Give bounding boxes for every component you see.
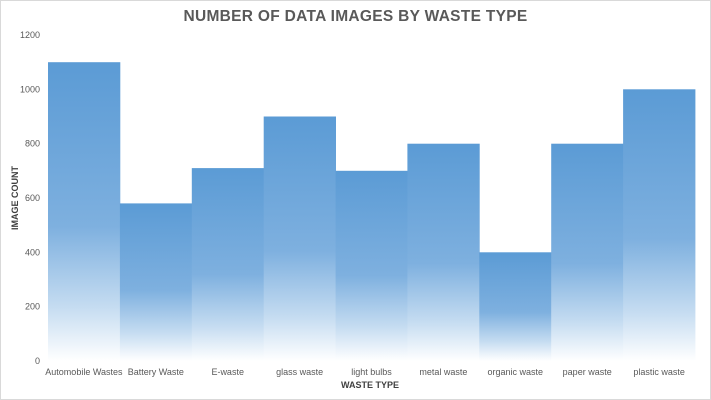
x-tick-label: glass waste bbox=[276, 367, 323, 377]
x-axis: Automobile Wastes Battery Waste E-waste gla… bbox=[45, 367, 685, 377]
bar-battery-waste bbox=[119, 203, 193, 361]
y-tick-label: 1000 bbox=[20, 84, 40, 94]
x-tick-label: metal waste bbox=[419, 367, 467, 377]
y-tick-label: 400 bbox=[25, 247, 40, 257]
bars-group bbox=[48, 62, 696, 362]
bar-e-waste bbox=[191, 168, 265, 361]
x-tick-label: paper waste bbox=[563, 367, 612, 377]
x-tick-label: plastic waste bbox=[633, 367, 685, 377]
x-tick-label: organic waste bbox=[488, 367, 544, 377]
bar-paper-waste bbox=[551, 143, 624, 361]
y-axis-title: IMAGE COUNT bbox=[10, 166, 20, 231]
bar-metal-waste bbox=[407, 143, 480, 361]
y-tick-label: 600 bbox=[25, 193, 40, 203]
x-axis-title: WASTE TYPE bbox=[341, 380, 399, 390]
bar-automobile-wastes bbox=[48, 62, 121, 361]
x-tick-label: E-waste bbox=[211, 367, 244, 377]
y-tick-label: 200 bbox=[25, 302, 40, 312]
bar-light-bulbs bbox=[335, 170, 408, 361]
x-tick-label: Automobile Wastes bbox=[45, 367, 123, 377]
x-tick-label: light bulbs bbox=[351, 367, 392, 377]
bar-glass-waste bbox=[263, 116, 336, 361]
chart-title: NUMBER OF DATA IMAGES BY WASTE TYPE bbox=[183, 8, 528, 25]
y-tick-label: 0 bbox=[35, 356, 40, 366]
y-tick-label: 800 bbox=[25, 139, 40, 149]
y-tick-label: 1200 bbox=[20, 30, 40, 40]
bar-organic-waste bbox=[479, 252, 552, 361]
bar-plastic-waste bbox=[623, 89, 696, 362]
y-axis: 0 200 400 600 800 1000 1200 bbox=[20, 30, 40, 366]
x-tick-label: Battery Waste bbox=[128, 367, 184, 377]
